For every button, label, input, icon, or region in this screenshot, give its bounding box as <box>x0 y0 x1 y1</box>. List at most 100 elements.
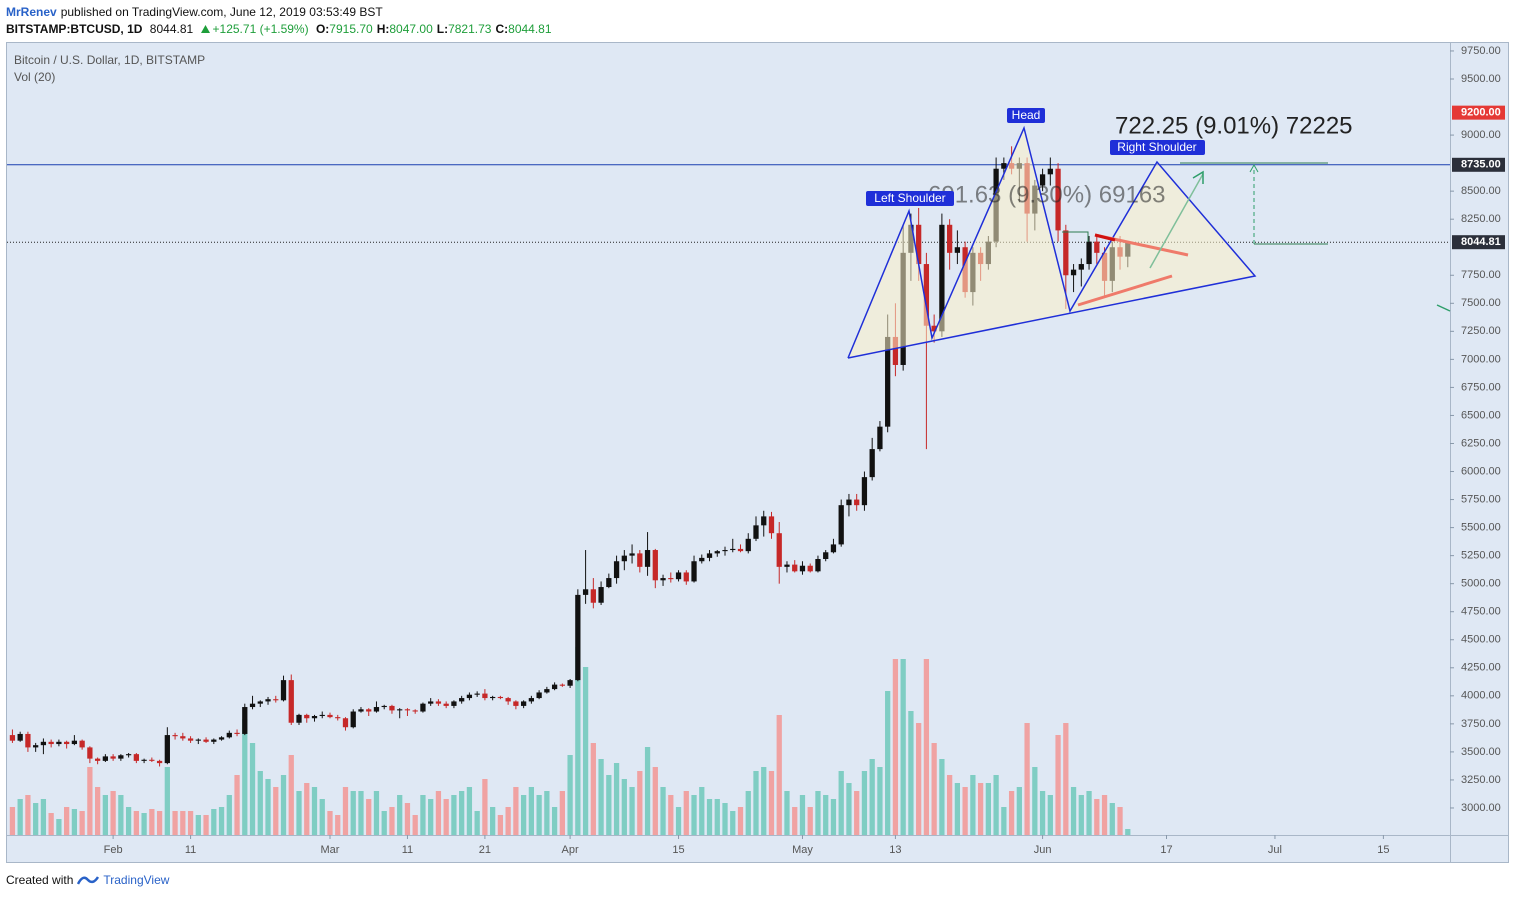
volume-bar <box>838 771 844 835</box>
volume-bar <box>156 811 163 835</box>
candle-body <box>892 336 899 365</box>
candle-body <box>722 550 728 552</box>
candle-body <box>536 692 542 699</box>
volume-bar <box>575 647 581 835</box>
volume-bar <box>342 787 349 835</box>
candle-body <box>567 680 573 686</box>
candle-body <box>164 735 170 764</box>
candle-body <box>745 538 751 552</box>
volume-bar <box>242 719 248 835</box>
candle-body <box>714 551 720 554</box>
volume-bar <box>916 723 922 835</box>
volume-bar <box>149 809 155 835</box>
volume-bar <box>1047 795 1053 835</box>
y-tick-label: 4000.00 <box>1461 690 1501 702</box>
measure-arrow <box>1249 163 1259 173</box>
volume-bar <box>1070 787 1077 835</box>
candle-body <box>675 572 682 580</box>
y-tick-label: 5750.00 <box>1461 493 1501 505</box>
volume-bar <box>1008 791 1015 835</box>
candle-body <box>621 555 627 562</box>
candle-body <box>730 548 736 551</box>
candle-body <box>25 733 31 748</box>
volume-bar <box>327 811 333 835</box>
y-tick-label: 5000.00 <box>1461 578 1501 590</box>
candle-body <box>575 594 581 681</box>
y-tick-label: 4250.00 <box>1461 662 1501 674</box>
y-tick-label: 3250.00 <box>1461 774 1501 786</box>
volume-bar <box>947 775 953 835</box>
volume-bar <box>799 795 806 835</box>
volume-bar <box>1117 807 1123 835</box>
volume-bar <box>737 807 744 835</box>
volume-bar <box>962 787 968 835</box>
candle-body <box>180 736 186 739</box>
volume-bar <box>335 815 341 835</box>
volume-bar <box>451 795 457 835</box>
volume-bar <box>706 799 713 835</box>
candle-body <box>823 552 829 559</box>
volume-bar <box>954 783 961 835</box>
candle-body <box>48 741 54 745</box>
volume-bar <box>606 775 612 835</box>
volume-bar <box>993 775 999 835</box>
quote-value: 7915.70 <box>329 22 373 36</box>
candle-body <box>706 553 713 558</box>
volume-bar <box>187 811 194 835</box>
footer: Created with TradingView <box>6 873 169 887</box>
candle-body <box>133 754 139 761</box>
candle-body <box>838 505 844 545</box>
candle-body <box>428 701 434 704</box>
candle-body <box>861 477 868 506</box>
x-tick-label: Jun <box>1034 844 1052 856</box>
quote-value: 7821.73 <box>448 22 492 36</box>
volume-bar <box>985 783 991 835</box>
price-label-box <box>1452 105 1505 120</box>
right-shoulder-label: Right Shoulder <box>1117 140 1196 154</box>
candle-body <box>280 680 287 701</box>
volume-bar <box>1055 735 1061 835</box>
candle-body <box>931 325 937 332</box>
volume-bar <box>668 795 674 835</box>
candle-body <box>1094 241 1100 253</box>
volume-bar <box>559 791 565 835</box>
candle-body <box>954 247 961 253</box>
candle-body <box>435 701 442 704</box>
volume-bar <box>900 659 906 835</box>
volume-bar <box>234 775 240 835</box>
candle-body <box>288 680 294 723</box>
trend-upper-start <box>1094 233 1116 242</box>
price-label: 8044.81 <box>1461 236 1501 248</box>
drawings: 691.63 (9.30%) 69163 722.25 (9.01%) 7222… <box>847 108 1451 359</box>
volume-bar <box>381 811 387 835</box>
y-tick-label: 4750.00 <box>1461 606 1501 618</box>
quote: O:7915.70 H:8047.00 L:7821.73 C:8044.81 <box>316 22 556 36</box>
volume-bar <box>110 791 116 835</box>
candle-body <box>520 701 527 706</box>
candle-body <box>1047 168 1053 175</box>
candle-body <box>304 714 310 719</box>
x-tick-label: 15 <box>672 844 684 856</box>
candle-body <box>141 759 147 761</box>
candle-body <box>451 701 457 706</box>
author[interactable]: MrRenev <box>6 5 57 19</box>
volume-bar <box>885 691 891 835</box>
y-tick-label: 9500.00 <box>1461 73 1501 85</box>
candle-body <box>668 578 674 580</box>
y-tick-label: 7500.00 <box>1461 297 1501 309</box>
volume-bar <box>892 659 899 835</box>
candle-body <box>420 703 426 712</box>
volume-bar <box>582 667 589 835</box>
volume-bar <box>722 803 728 835</box>
quote-value: 8044.81 <box>508 22 552 36</box>
volume-bar <box>675 807 682 835</box>
candle-body <box>443 703 449 706</box>
candle-body <box>187 738 194 741</box>
y-tick-label: 4500.00 <box>1461 634 1501 646</box>
volume-bar <box>621 779 627 835</box>
x-tick-label: May <box>792 844 813 856</box>
brand[interactable]: TradingView <box>103 873 170 887</box>
candle-body <box>947 224 953 253</box>
candle-body <box>761 516 767 526</box>
symbol: BITSTAMP:BTCUSD, 1D <box>6 22 143 36</box>
